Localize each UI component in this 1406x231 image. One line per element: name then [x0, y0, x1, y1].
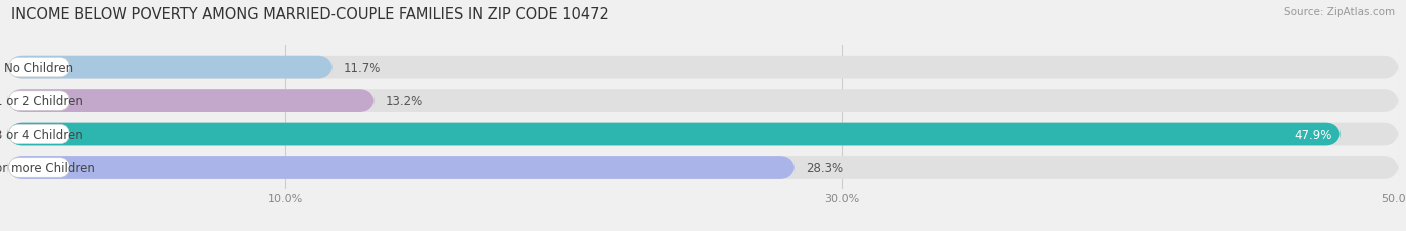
Text: 5 or more Children: 5 or more Children: [0, 161, 94, 174]
Text: 13.2%: 13.2%: [385, 95, 423, 108]
FancyBboxPatch shape: [7, 123, 1399, 146]
Text: 1 or 2 Children: 1 or 2 Children: [0, 95, 83, 108]
Text: Source: ZipAtlas.com: Source: ZipAtlas.com: [1284, 7, 1395, 17]
Text: 3 or 4 Children: 3 or 4 Children: [0, 128, 83, 141]
FancyBboxPatch shape: [8, 158, 70, 177]
FancyBboxPatch shape: [8, 58, 70, 78]
FancyBboxPatch shape: [7, 57, 1399, 79]
Text: INCOME BELOW POVERTY AMONG MARRIED-COUPLE FAMILIES IN ZIP CODE 10472: INCOME BELOW POVERTY AMONG MARRIED-COUPL…: [11, 7, 609, 22]
FancyBboxPatch shape: [7, 90, 1399, 112]
FancyBboxPatch shape: [8, 91, 70, 111]
Text: 47.9%: 47.9%: [1295, 128, 1331, 141]
FancyBboxPatch shape: [7, 123, 1340, 146]
Text: 11.7%: 11.7%: [344, 61, 381, 74]
FancyBboxPatch shape: [7, 156, 794, 179]
FancyBboxPatch shape: [7, 156, 1399, 179]
FancyBboxPatch shape: [7, 57, 333, 79]
Text: No Children: No Children: [4, 61, 73, 74]
Text: 28.3%: 28.3%: [806, 161, 844, 174]
FancyBboxPatch shape: [7, 90, 374, 112]
FancyBboxPatch shape: [8, 125, 70, 144]
